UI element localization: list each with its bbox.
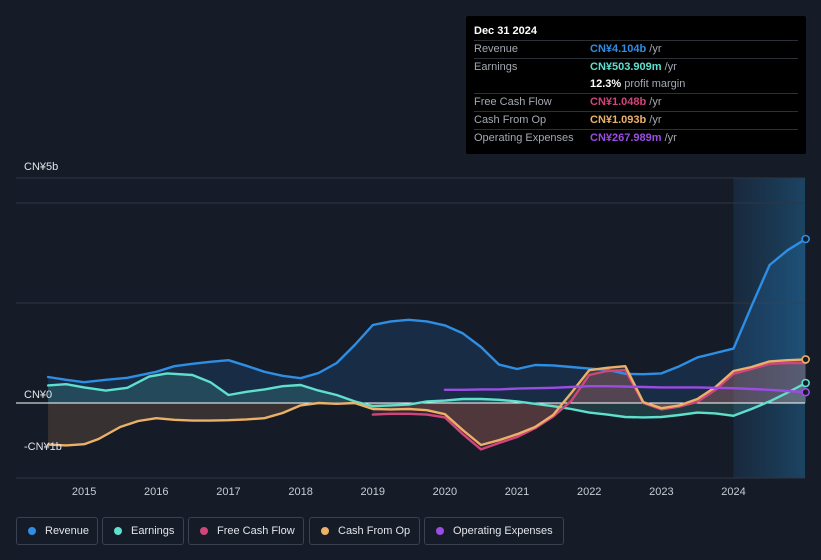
series-area-earnings (48, 373, 806, 418)
revenue-dot-icon (28, 527, 36, 535)
series-line-operating-expenses (443, 385, 807, 394)
series-area-free-cash-flow (372, 363, 806, 450)
legend-item-cash-from-op[interactable]: Cash From Op (309, 517, 420, 545)
series-end-marker-operating-expenses (801, 387, 810, 397)
y-axis-label: -CN¥1b (24, 441, 62, 453)
legend-item-earnings[interactable]: Earnings (102, 517, 184, 545)
x-axis-tick-label: 2017 (216, 486, 240, 498)
series-line-earnings (46, 372, 807, 419)
x-axis-tick-label: 2015 (72, 486, 96, 498)
series-end-marker-revenue (801, 234, 810, 244)
x-axis-tick-label: 2020 (433, 486, 457, 498)
tooltip-unit: /yr (649, 114, 662, 126)
free-cash-flow-dot-icon (200, 527, 208, 535)
tooltip-value: 12.3% (590, 78, 622, 90)
cash-from-op-dot-icon (321, 527, 329, 535)
data-tooltip: Dec 31 2024 Revenue CN¥4.104b/yr Earnings C… (466, 16, 806, 154)
x-axis-tick-label: 2022 (577, 486, 601, 498)
series-area-revenue (48, 239, 806, 403)
tooltip-unit: /yr (664, 61, 677, 73)
tooltip-row: Cash From Op CN¥1.093b/yr (474, 111, 798, 129)
tooltip-row: Earnings CN¥503.909m/yr (474, 58, 798, 76)
tooltip-row: Free Cash Flow CN¥1.048b/yr (474, 93, 798, 111)
tooltip-row: Operating Expenses CN¥267.989m/yr (474, 129, 798, 147)
y-axis-label: CN¥0 (24, 389, 52, 401)
tooltip-row: 12.3% profit margin (474, 76, 798, 93)
tooltip-unit: /yr (649, 43, 662, 55)
tooltip-value: CN¥503.909m (590, 61, 662, 73)
tooltip-label: Revenue (474, 43, 519, 55)
tooltip-unit: /yr (664, 132, 677, 144)
series-line-free-cash-flow (371, 361, 807, 451)
tooltip-row: Revenue CN¥4.104b/yr (474, 40, 798, 58)
operating-expenses-dot-icon (436, 527, 444, 535)
tooltip-unit: profit margin (624, 78, 686, 90)
series-line-revenue (46, 237, 807, 384)
x-axis-tick-label: 2021 (505, 486, 529, 498)
tooltip-value: CN¥267.989m (590, 132, 662, 144)
tooltip-value: CN¥4.104b (590, 43, 647, 55)
series-end-marker-cash-from-op (801, 355, 810, 364)
tooltip-label: Earnings (474, 61, 518, 73)
forecast-highlight-band (733, 178, 805, 478)
tooltip-value: CN¥1.093b (590, 114, 647, 126)
x-axis-tick-label: 2024 (721, 486, 745, 498)
legend-item-revenue[interactable]: Revenue (16, 517, 98, 545)
legend-item-free-cash-flow[interactable]: Free Cash Flow (188, 517, 304, 545)
tooltip-label: Free Cash Flow (474, 96, 552, 108)
earnings-dot-icon (114, 527, 122, 535)
tooltip-value: CN¥1.048b (590, 96, 647, 108)
series-line-cash-from-op (46, 358, 807, 447)
x-axis-tick-label: 2016 (144, 486, 168, 498)
tooltip-unit: /yr (649, 96, 662, 108)
tooltip-label: Cash From Op (474, 114, 547, 126)
x-axis-tick-label: 2019 (361, 486, 385, 498)
series-area-cash-from-op (48, 359, 806, 446)
x-axis-tick-label: 2018 (288, 486, 312, 498)
tooltip-label: Operating Expenses (474, 132, 574, 144)
x-axis-tick-label: 2023 (649, 486, 673, 498)
series-end-marker-earnings (801, 378, 810, 388)
legend-item-operating-expenses[interactable]: Operating Expenses (424, 517, 564, 545)
tooltip-date: Dec 31 2024 (474, 25, 537, 37)
y-axis-label: CN¥5b (24, 161, 58, 173)
